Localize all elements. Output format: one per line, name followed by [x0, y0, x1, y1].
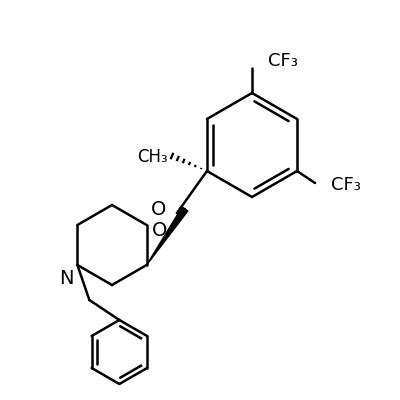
Text: N: N — [59, 269, 73, 288]
Text: O: O — [151, 200, 166, 219]
Text: CF₃: CF₃ — [268, 52, 298, 70]
Text: CH₃: CH₃ — [137, 148, 168, 166]
Text: O: O — [152, 221, 167, 240]
Polygon shape — [147, 207, 188, 265]
Text: CF₃: CF₃ — [331, 176, 361, 194]
